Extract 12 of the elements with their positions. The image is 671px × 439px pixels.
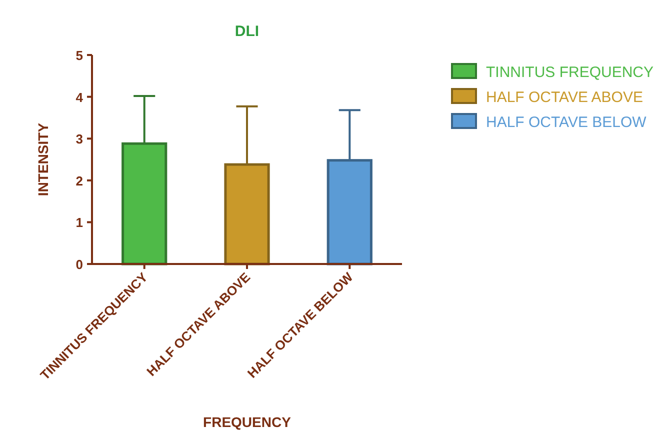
y-tick-label: 1: [76, 215, 83, 230]
legend-label: HALF OCTAVE BELOW: [486, 114, 648, 131]
legend-label: TINNITUS FREQUENCY: [486, 64, 654, 81]
x-axis-title: FREQUENCY: [203, 414, 292, 430]
y-axis-title: INTENSITY: [35, 122, 51, 196]
legend-label: HALF OCTAVE ABOVE: [486, 89, 643, 106]
y-tick-label: 4: [76, 90, 84, 105]
y-tick-label: 5: [76, 48, 83, 63]
y-tick-label: 0: [76, 257, 83, 272]
chart-title: DLI: [234, 23, 260, 40]
y-tick-label: 2: [76, 173, 83, 188]
y-tick-label: 3: [76, 132, 83, 147]
